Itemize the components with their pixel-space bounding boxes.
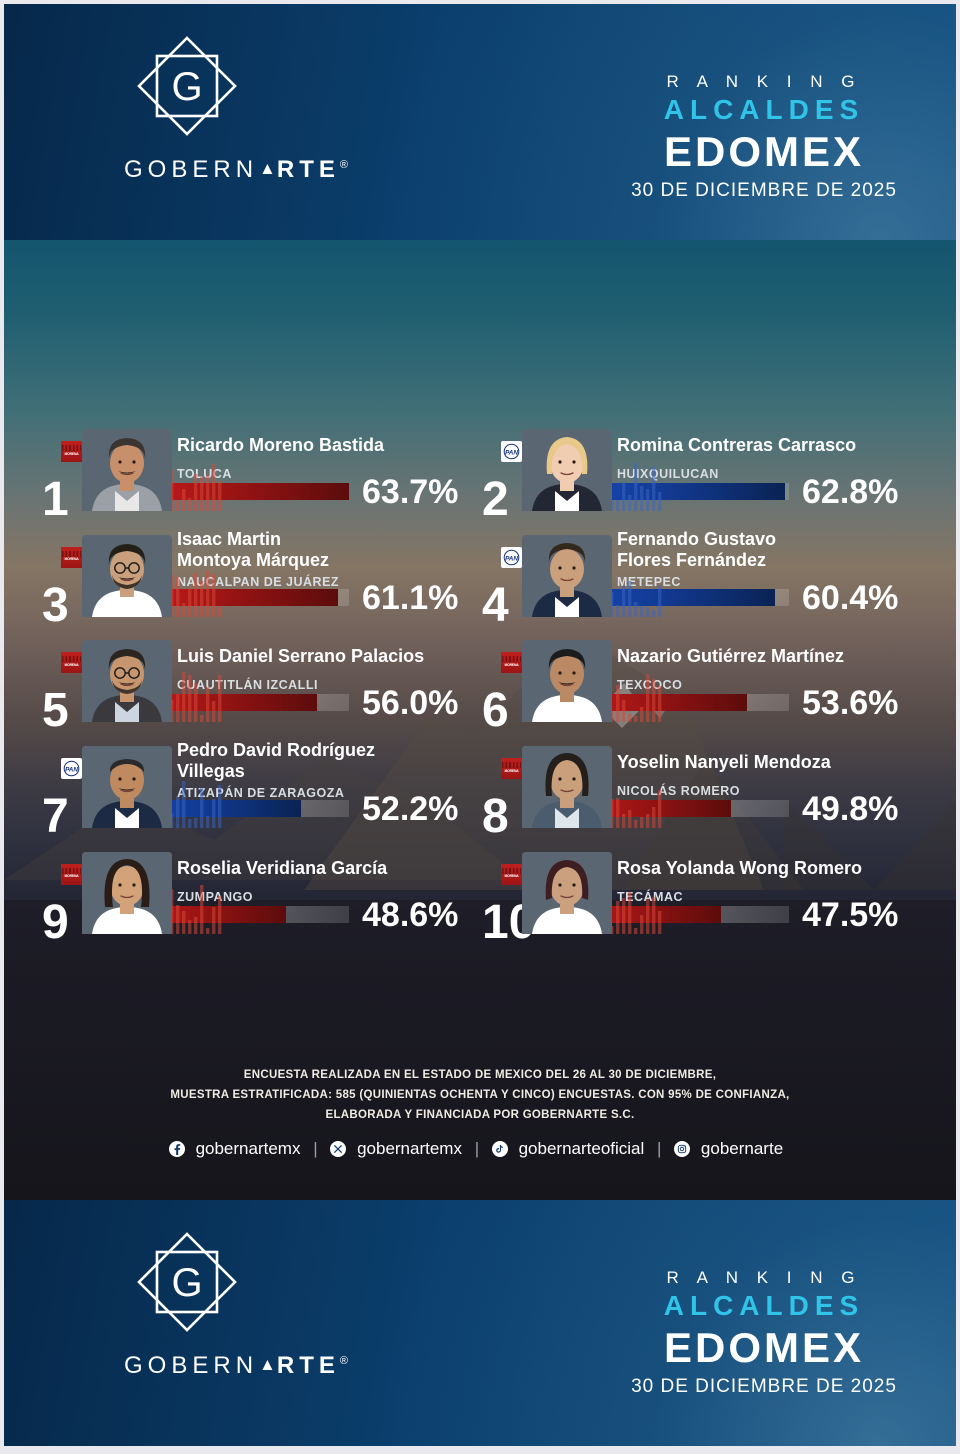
svg-text:PAN: PAN — [65, 766, 78, 773]
svg-text:G: G — [171, 1261, 202, 1305]
svg-text:PAN: PAN — [505, 449, 518, 456]
svg-text:PAN: PAN — [505, 555, 518, 562]
svg-text:G: G — [171, 65, 202, 109]
